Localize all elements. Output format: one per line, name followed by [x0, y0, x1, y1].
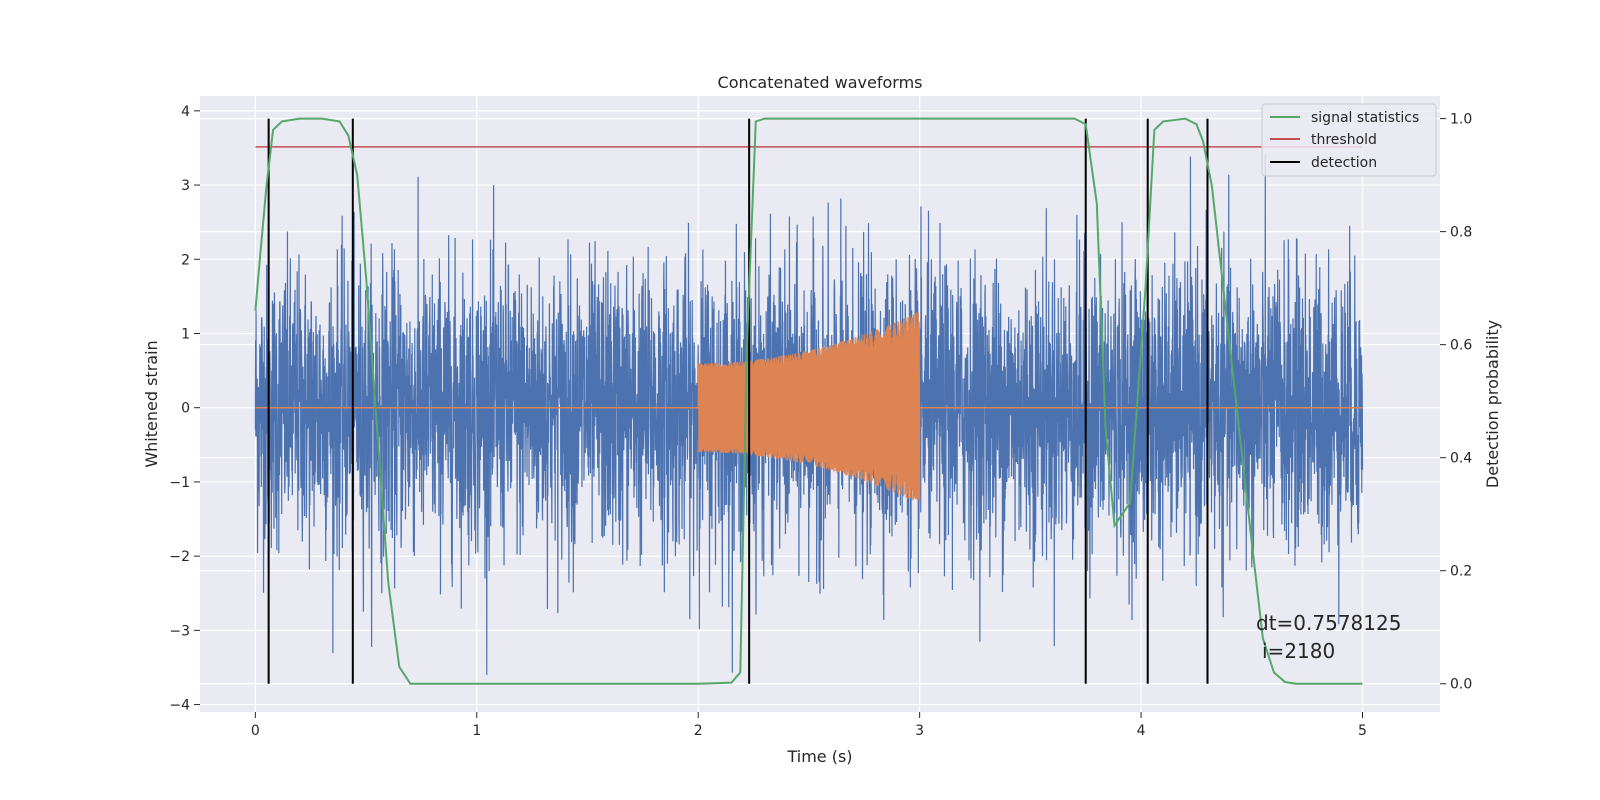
y-tick-label: 2 [181, 252, 190, 268]
annotation-i: i=2180 [1262, 639, 1335, 663]
y-tick-label: −1 [169, 475, 190, 491]
y2-tick-label: 0.6 [1450, 338, 1472, 354]
y-tick-label: 4 [181, 104, 190, 120]
y-axis-label: Whitened strain [142, 340, 161, 467]
x-tick-label: 1 [472, 723, 481, 739]
x-axis-label: Time (s) [786, 747, 852, 766]
y-tick-label: 3 [181, 178, 190, 194]
y2-tick-label: 0.4 [1450, 451, 1472, 467]
x-tick-label: 0 [251, 723, 260, 739]
x-tick-label: 4 [1137, 723, 1146, 739]
legend: signal statistics threshold detection [1261, 103, 1437, 177]
grid-lines [200, 96, 1440, 712]
y2-tick-label: 0.2 [1450, 564, 1472, 580]
y-tick-label: −3 [169, 623, 190, 639]
x-tick-label: 3 [915, 723, 924, 739]
x-tick-label: 2 [694, 723, 703, 739]
legend-box [1261, 103, 1437, 177]
y-tick-label: −2 [169, 549, 190, 565]
x-ticks: 0 1 2 3 4 5 [251, 712, 1367, 739]
y2-axis-label: Detection probability [1483, 320, 1502, 488]
left-y-ticks: −4 −3 −2 −1 0 1 2 3 4 [169, 104, 200, 714]
y-tick-label: 1 [181, 326, 190, 342]
detection-lines [267, 118, 1209, 684]
y2-tick-label: 0.8 [1450, 225, 1472, 241]
right-y-ticks: 0.0 0.2 0.4 0.6 0.8 1.0 [1440, 112, 1472, 693]
annotation-dt: dt=0.7578125 [1256, 611, 1401, 635]
legend-label-detection: detection [1311, 155, 1377, 171]
y2-tick-label: 0.0 [1450, 677, 1472, 693]
y2-tick-label: 1.0 [1450, 112, 1472, 128]
injected-signal-line [697, 311, 921, 503]
chart-title: Concatenated waveforms [718, 73, 923, 92]
x-tick-label: 5 [1358, 723, 1367, 739]
legend-label-signal-statistics: signal statistics [1311, 110, 1419, 126]
y-tick-label: −4 [169, 698, 190, 714]
signal-statistics-line [254, 117, 1363, 685]
y-tick-label: 0 [181, 401, 190, 417]
plot-area [254, 117, 1364, 685]
legend-label-threshold: threshold [1311, 132, 1377, 148]
